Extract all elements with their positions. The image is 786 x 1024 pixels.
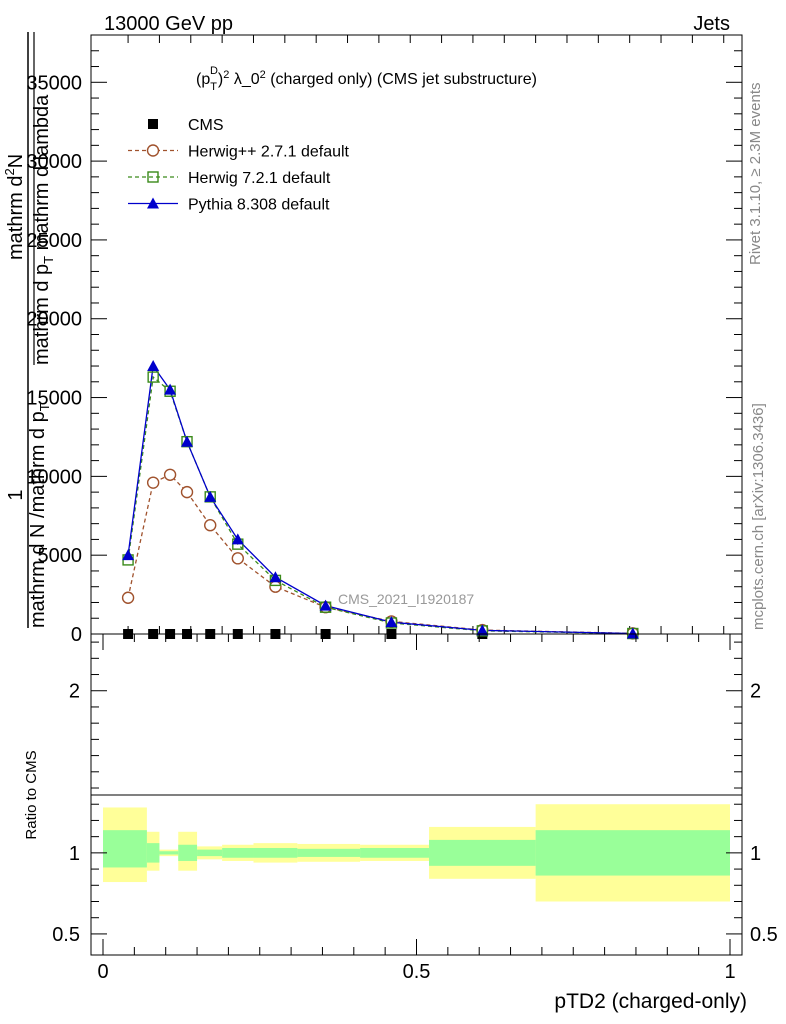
series-1-point [146,476,160,489]
mcplots-label: mcplots.cern.ch [arXiv:1306.3436] [750,403,767,630]
ylabel-num-n: N [5,154,27,168]
ratio-band-inner [429,839,536,866]
ylabel-den-text: mathrm d N /mathrm d p [27,411,49,628]
series-3-point [181,435,194,447]
title-sup3: 2 [260,69,266,81]
ylabel-den: mathrm d N /mathrm d pT [27,403,52,628]
header-right: Jets [693,13,730,35]
series-1-point [163,468,177,481]
y-tick-label: 0 [71,624,82,646]
legend-marker-3 [147,197,159,209]
main-title: (pTD)2 λ_02 (charged only) (CMS jet subs… [196,65,537,93]
y-tick-label: 25000 [26,230,82,252]
ratio-band-inner [535,830,730,876]
ratio-frame [90,633,743,956]
legend: CMS Herwig++ 2.7.1 default Herwig 7.2.1 de… [128,117,350,214]
legend-marker-0 [148,119,158,129]
y-tick-label: 5000 [38,545,83,567]
series-3-point [147,360,160,372]
title-close: ) [218,71,223,88]
legend-label-0: CMS [188,117,224,134]
ratio-band-inner [297,848,361,857]
y-tick-label: 15000 [26,388,82,410]
ratio-band-inner [178,844,198,861]
ylabel-one: 1 [5,489,27,500]
y-tick-label: 10000 [26,466,82,488]
ratio-plot: 0.5 0.5 1 1 2 2 0 0.5 1 Ratio to CMS pTD2 (charg… [23,633,778,1013]
ratio-ticks: 0.5 0.5 1 1 2 2 0 0.5 1 [52,634,778,983]
main-plot: 0 5000 10000 15000 20000 25000 30000 35000 CMS_… [2,32,743,646]
ratio-ylabel: Ratio to CMS [23,750,40,839]
ratio-band-inner [159,851,179,855]
legend-label-1: Herwig++ 2.7.1 default [188,144,350,161]
series-1-point [180,485,194,499]
title-sub: T [210,81,217,93]
series-1-point [121,591,135,604]
ratio-y-tick-label-left: 2 [69,681,80,703]
ratio-band-inner [253,848,298,858]
series-3-point [164,383,177,395]
ratio-bands [103,804,730,902]
series-2-point [147,371,159,383]
ratio-y-tick-label-left: 1 [69,843,80,865]
series-1-point [269,580,282,593]
x-tick-label: 0 [97,961,108,983]
ratio-y-tick-label-right: 0.5 [750,924,778,946]
legend-label-3: Pythia 8.308 default [188,197,330,214]
y-axis-label: 1 mathrm d N /mathrm d pT mathrm d2N mat… [2,32,56,628]
ratio-band-inner [103,830,147,868]
legend-label-2: Herwig 7.2.1 default [188,170,331,187]
series-3-point [319,599,332,611]
ylabel-den2-tail: mathrm d lambda [31,94,53,256]
title-lambda: λ_0 [229,71,259,88]
title-sup: D [210,65,218,77]
x-tick-label: 1 [724,961,735,983]
rivet-label: Rivet 3.1.10, ≥ 2.3M events [747,83,764,266]
ratio-band-inner [146,843,160,863]
ylabel-den2-text: mathrm d p [31,264,53,365]
y-tick-label: 30000 [26,151,82,173]
series-line-1 [127,474,633,635]
header-left: 13000 GeV pp [104,13,233,35]
main-ticks: 0 5000 10000 15000 20000 25000 30000 35000 [26,34,742,646]
y-tick-label: 20000 [26,309,82,331]
ratio-y-tick-label-left: 0.5 [52,924,80,946]
ratio-y-tick-label-right: 2 [750,681,761,703]
series-3-point [231,533,244,545]
series-1-point [204,519,217,532]
title-sup2: 2 [223,69,229,81]
x-axis-label: pTD2 (charged-only) [554,990,747,1013]
series-3-point [385,616,398,628]
ratio-band-inner [360,848,430,858]
series-1-point [231,552,245,565]
series-3-point [122,549,135,561]
legend-marker-2 [147,171,159,183]
legend-marker-1 [146,144,160,157]
ylabel-num-d: mathrm d [5,176,27,260]
analysis-watermark: CMS_2021_I1920187 [338,591,474,607]
ratio-y-tick-label-right: 1 [750,843,761,865]
series-3-point [476,624,489,636]
y-tick-label: 35000 [26,72,82,94]
ylabel-num-sup: 2 [2,168,17,175]
title-tail: (charged only) (CMS jet substructure) [266,71,537,88]
x-tick-label: 0.5 [403,961,431,983]
ratio-band-inner [197,849,223,857]
series-3-point [269,571,282,583]
ylabel-den2-sub: T [41,256,56,264]
title-p: (p [196,71,210,88]
ylabel-den2: mathrm d pT mathrm d lambda [31,94,56,365]
series-3-point [204,490,217,502]
ratio-band-inner [222,848,254,858]
ylabel-num: mathrm d2N [2,154,27,260]
ylabel-den-sub: T [37,403,52,411]
